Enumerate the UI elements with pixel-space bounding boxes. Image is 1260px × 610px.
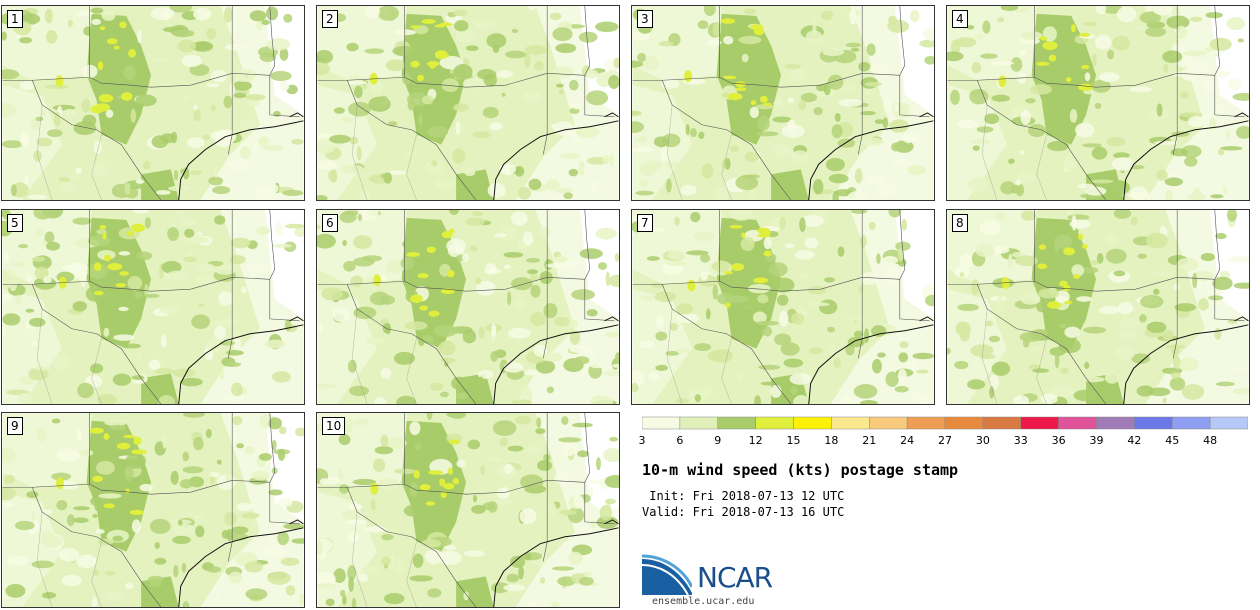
ncar-swoosh-icon <box>641 554 694 596</box>
member-number: 6 <box>322 214 338 232</box>
colorbar-tick-label: 45 <box>1165 434 1180 447</box>
init-time: Init: Fri 2018-07-13 12 UTC <box>642 489 845 503</box>
colorbar-segment <box>1058 416 1097 430</box>
ncar-logo: NCAR <box>641 553 773 599</box>
colorbar-segment <box>1209 416 1248 430</box>
member-panel: 1 <box>1 5 305 201</box>
colorbar-segment <box>642 416 681 430</box>
color-legend: 3 6 9 12 15 18 21 24 27 30 33 36 39 42 45 48 <box>639 416 1248 447</box>
colorbar-tick-label: 21 <box>862 434 877 447</box>
colorbar-tick-label: 36 <box>1051 434 1066 447</box>
colorbar-segment <box>982 416 1022 430</box>
colorbar-tick-label: 6 <box>676 434 684 447</box>
colorbar-tick-label: 12 <box>748 434 763 447</box>
colorbar-segment <box>679 416 719 430</box>
member-panel: 10 <box>316 412 620 608</box>
member-number: 7 <box>637 214 653 232</box>
member-panel: 3 <box>631 5 935 201</box>
colorbar-segment <box>1134 416 1173 430</box>
colorbar-segment <box>831 416 870 430</box>
colorbar-tick-label: 48 <box>1203 434 1218 447</box>
member-number: 5 <box>7 214 23 232</box>
colorbar-segment <box>1172 416 1211 430</box>
colorbar-tick-label: 9 <box>714 434 722 447</box>
member-panel: 9 <box>1 412 305 608</box>
colorbar-segment <box>755 416 794 430</box>
member-number: 10 <box>322 417 346 435</box>
colorbar-tick-label: 42 <box>1127 434 1142 447</box>
colorbar-tick-label: 33 <box>1013 434 1028 447</box>
member-number: 4 <box>952 10 968 28</box>
colorbar-tick-label: 30 <box>975 434 990 447</box>
member-number: 3 <box>637 10 653 28</box>
member-panel: 2 <box>316 5 620 201</box>
colorbar-segment <box>1096 416 1135 430</box>
colorbar-tick-label: 18 <box>824 434 839 447</box>
member-panel: 6 <box>316 209 620 405</box>
colorbar-segment <box>869 416 908 430</box>
member-panel: 5 <box>1 209 305 405</box>
member-panel: 4 <box>946 5 1250 201</box>
colorbar-segment <box>793 416 832 430</box>
valid-time: Valid: Fri 2018-07-13 16 UTC <box>642 505 845 519</box>
plot-title: 10-m wind speed (kts) postage stamp <box>642 461 959 479</box>
site-url: ensemble.ucar.edu <box>652 596 755 607</box>
member-number: 1 <box>7 10 23 28</box>
member-number: 8 <box>952 214 968 232</box>
logo-text: NCAR <box>697 561 773 594</box>
colorbar <box>642 416 1248 430</box>
colorbar-tick-label: 3 <box>638 434 646 447</box>
member-number: 2 <box>322 10 338 28</box>
colorbar-segment <box>717 416 756 430</box>
member-number: 9 <box>7 417 23 435</box>
member-panel: 8 <box>946 209 1250 405</box>
colorbar-tick-label: 27 <box>938 434 952 447</box>
colorbar-tick-label: 15 <box>786 434 801 447</box>
colorbar-tick-label: 24 <box>900 434 915 447</box>
member-panel: 7 <box>631 209 935 405</box>
colorbar-tick-label: 39 <box>1089 434 1104 447</box>
colorbar-segment <box>906 416 946 430</box>
colorbar-segment <box>944 416 984 430</box>
colorbar-segment <box>1020 416 1059 430</box>
